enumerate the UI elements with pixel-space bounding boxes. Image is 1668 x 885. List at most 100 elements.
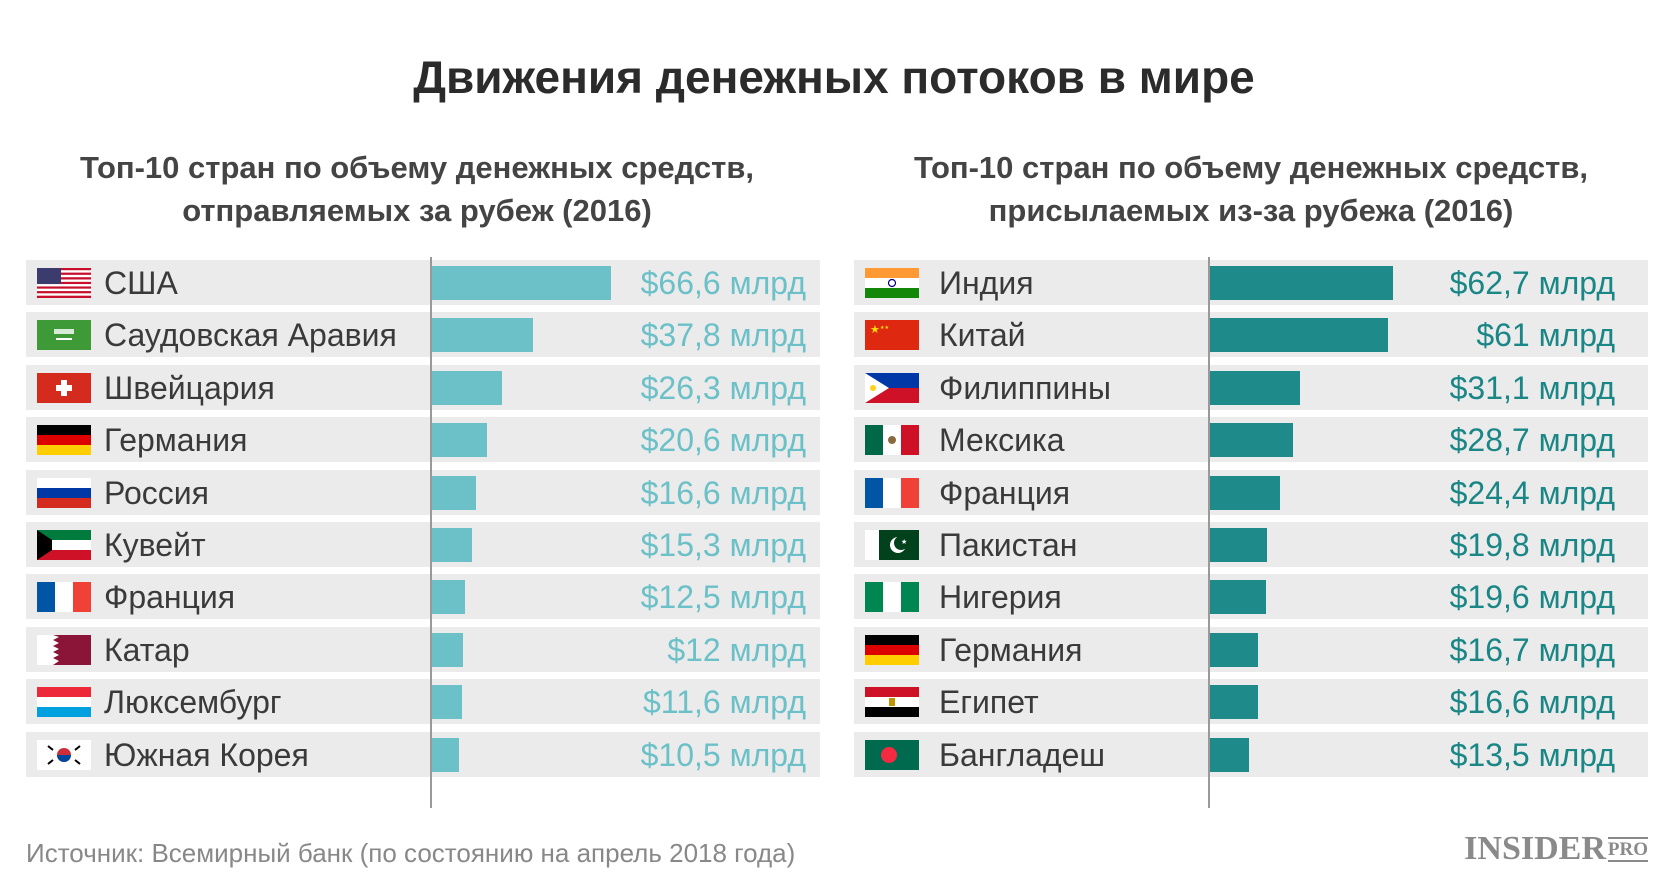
flag-ch-icon: [37, 372, 91, 403]
flag-sa-icon: [37, 320, 91, 351]
bar-row: Индия $62,7 млрд: [854, 260, 1648, 305]
flag-kw-icon: [37, 530, 91, 560]
bar-row: Нигерия $19,6 млрд: [854, 574, 1648, 620]
flag-de-icon: [37, 425, 91, 456]
bar-row: Германия $20,6 млрд: [26, 417, 820, 463]
bar: [1209, 685, 1258, 720]
axis-line: [430, 257, 432, 808]
flag-kr-icon: [37, 739, 91, 770]
value-label: $26,3 млрд: [640, 369, 806, 406]
category-label: Германия: [104, 422, 248, 459]
bar-row: Франция $12,5 млрд: [26, 574, 820, 620]
bar-row: Мексика $28,7 млрд: [854, 417, 1648, 463]
subtitle-line: Топ-10 стран по объему денежных средств,: [79, 150, 755, 185]
bar-row: Бангладеш $13,5 млрд: [854, 731, 1648, 777]
value-label: $12 млрд: [667, 631, 806, 668]
category-label: Мексика: [939, 422, 1065, 459]
category-label: Бангладеш: [939, 736, 1106, 773]
flag-us-icon: [37, 268, 91, 298]
category-label: Южная Корея: [104, 736, 309, 773]
bar: [1209, 423, 1294, 458]
bar: [1209, 370, 1301, 405]
category-label: Люксембург: [104, 684, 282, 721]
flag-cn-icon: ★ ★★: [865, 320, 919, 351]
flag-fr-icon: [865, 477, 919, 508]
flag-ng-icon: [865, 582, 919, 613]
bar: [431, 423, 487, 458]
subtitle-line: Топ-10 стран по объему денежных средств,: [913, 150, 1589, 185]
flag-mx-icon: [865, 425, 919, 456]
chart-title: Движения денежных потоков в мире: [413, 51, 1255, 103]
value-label: $20,6 млрд: [640, 422, 806, 459]
value-label: $10,5 млрд: [640, 736, 806, 773]
bar: [431, 632, 464, 667]
bar-row: Франция $24,4 млрд: [854, 469, 1648, 515]
flag-bd-icon: [865, 739, 919, 770]
bar: [431, 685, 463, 720]
bar: [431, 737, 460, 772]
bar-row: Филиппины $31,1 млрд: [854, 364, 1648, 410]
value-label: $24,4 млрд: [1449, 474, 1615, 511]
bar: [1209, 475, 1281, 510]
value-label: $16,6 млрд: [1449, 684, 1615, 721]
svg-text:★: ★: [901, 538, 907, 546]
value-label: $61 млрд: [1476, 317, 1615, 354]
value-label: $62,7 млрд: [1449, 265, 1615, 301]
category-label: Нигерия: [939, 579, 1062, 616]
bar: [431, 528, 473, 562]
value-label: $19,6 млрд: [1449, 579, 1615, 616]
bar-row: ★ Пакистан $19,8 млрд: [854, 522, 1648, 567]
flag-in-icon: [865, 268, 919, 298]
bar-row: Люксембург $11,6 млрд: [26, 679, 820, 725]
bar: [1209, 737, 1249, 772]
value-label: $66,6 млрд: [640, 265, 806, 301]
svg-text:★★: ★★: [880, 325, 889, 331]
bar: [431, 318, 534, 353]
category-label: Кувейт: [104, 527, 206, 563]
bar-row: Саудовская Аравия $37,8 млрд: [26, 312, 820, 358]
value-label: $19,8 млрд: [1449, 527, 1615, 563]
bar: [431, 580, 465, 615]
flag-qa-icon: [37, 634, 91, 665]
value-label: $37,8 млрд: [640, 317, 806, 354]
axis-line: [1208, 257, 1210, 808]
value-label: $15,3 млрд: [640, 527, 806, 563]
category-label: США: [104, 265, 178, 301]
value-label: $31,1 млрд: [1449, 369, 1615, 406]
category-label: Индия: [939, 265, 1034, 301]
flag-de-icon: [865, 634, 919, 665]
subtitle-line: присылаемых из-за рубежа (2016): [988, 193, 1514, 228]
category-label: Пакистан: [939, 527, 1078, 563]
category-label: Франция: [104, 579, 236, 616]
value-label: $12,5 млрд: [640, 579, 806, 616]
category-label: Катар: [104, 631, 190, 668]
insider-pro-logo: INSIDER PRO: [1464, 830, 1648, 867]
bar: [431, 370, 502, 405]
bar-row: Кувейт $15,3 млрд: [26, 522, 820, 567]
category-label: Швейцария: [104, 369, 275, 406]
category-label: Россия: [104, 474, 209, 511]
bar: [1209, 266, 1393, 300]
flag-fr-icon: [37, 582, 91, 613]
source-note: Источник: Всемирный банк (по состоянию н…: [26, 838, 796, 868]
bar: [1209, 632, 1258, 667]
flag-ru-icon: [37, 477, 91, 508]
value-label: $16,6 млрд: [640, 474, 806, 511]
bar-row: ★ ★★ Китай $61 млрд: [854, 312, 1648, 358]
category-label: Египет: [939, 684, 1039, 721]
bar-row: Южная Корея $10,5 млрд: [26, 731, 820, 777]
bar: [1209, 580, 1267, 615]
value-label: $11,6 млрд: [643, 684, 806, 721]
flag-pk-icon: ★: [865, 530, 919, 560]
bar-row: Египет $16,6 млрд: [854, 679, 1648, 725]
category-label: Саудовская Аравия: [104, 317, 397, 354]
value-label: $13,5 млрд: [1449, 736, 1615, 773]
category-label: Китай: [939, 317, 1026, 354]
bar-row: Россия $16,6 млрд: [26, 469, 820, 515]
bar: [431, 475, 476, 510]
bar: [1209, 528, 1267, 562]
bar: [1209, 318, 1388, 353]
value-label: $28,7 млрд: [1449, 422, 1615, 459]
bar: [431, 266, 611, 300]
bar-row: Швейцария $26,3 млрд: [26, 364, 820, 410]
